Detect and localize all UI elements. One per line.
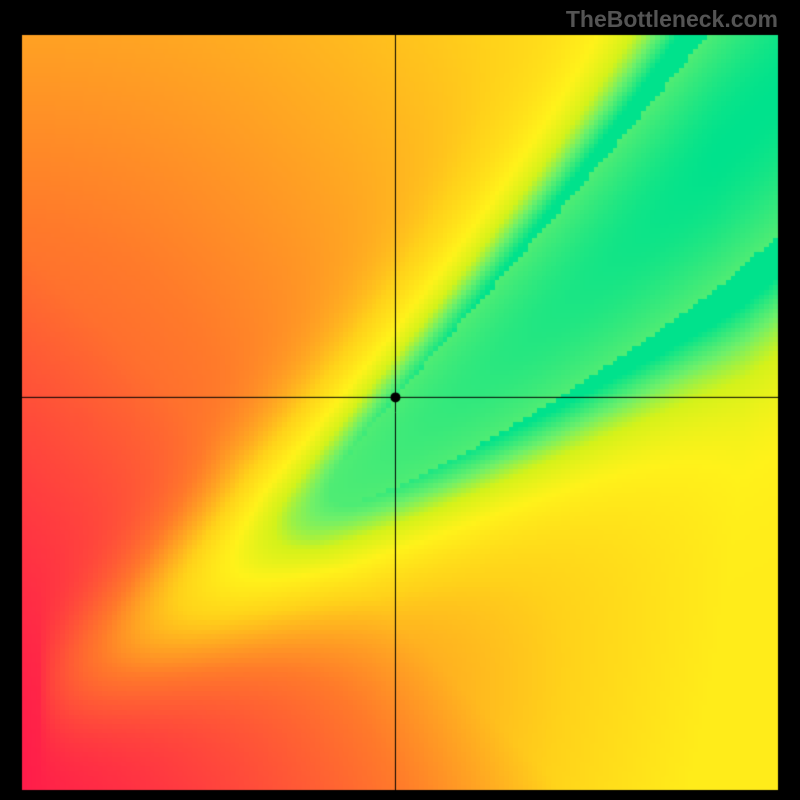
chart-container: { "watermark": { "text": "TheBottleneck.… [0, 0, 800, 800]
bottleneck-heatmap [0, 0, 800, 800]
watermark-text: TheBottleneck.com [566, 6, 778, 33]
